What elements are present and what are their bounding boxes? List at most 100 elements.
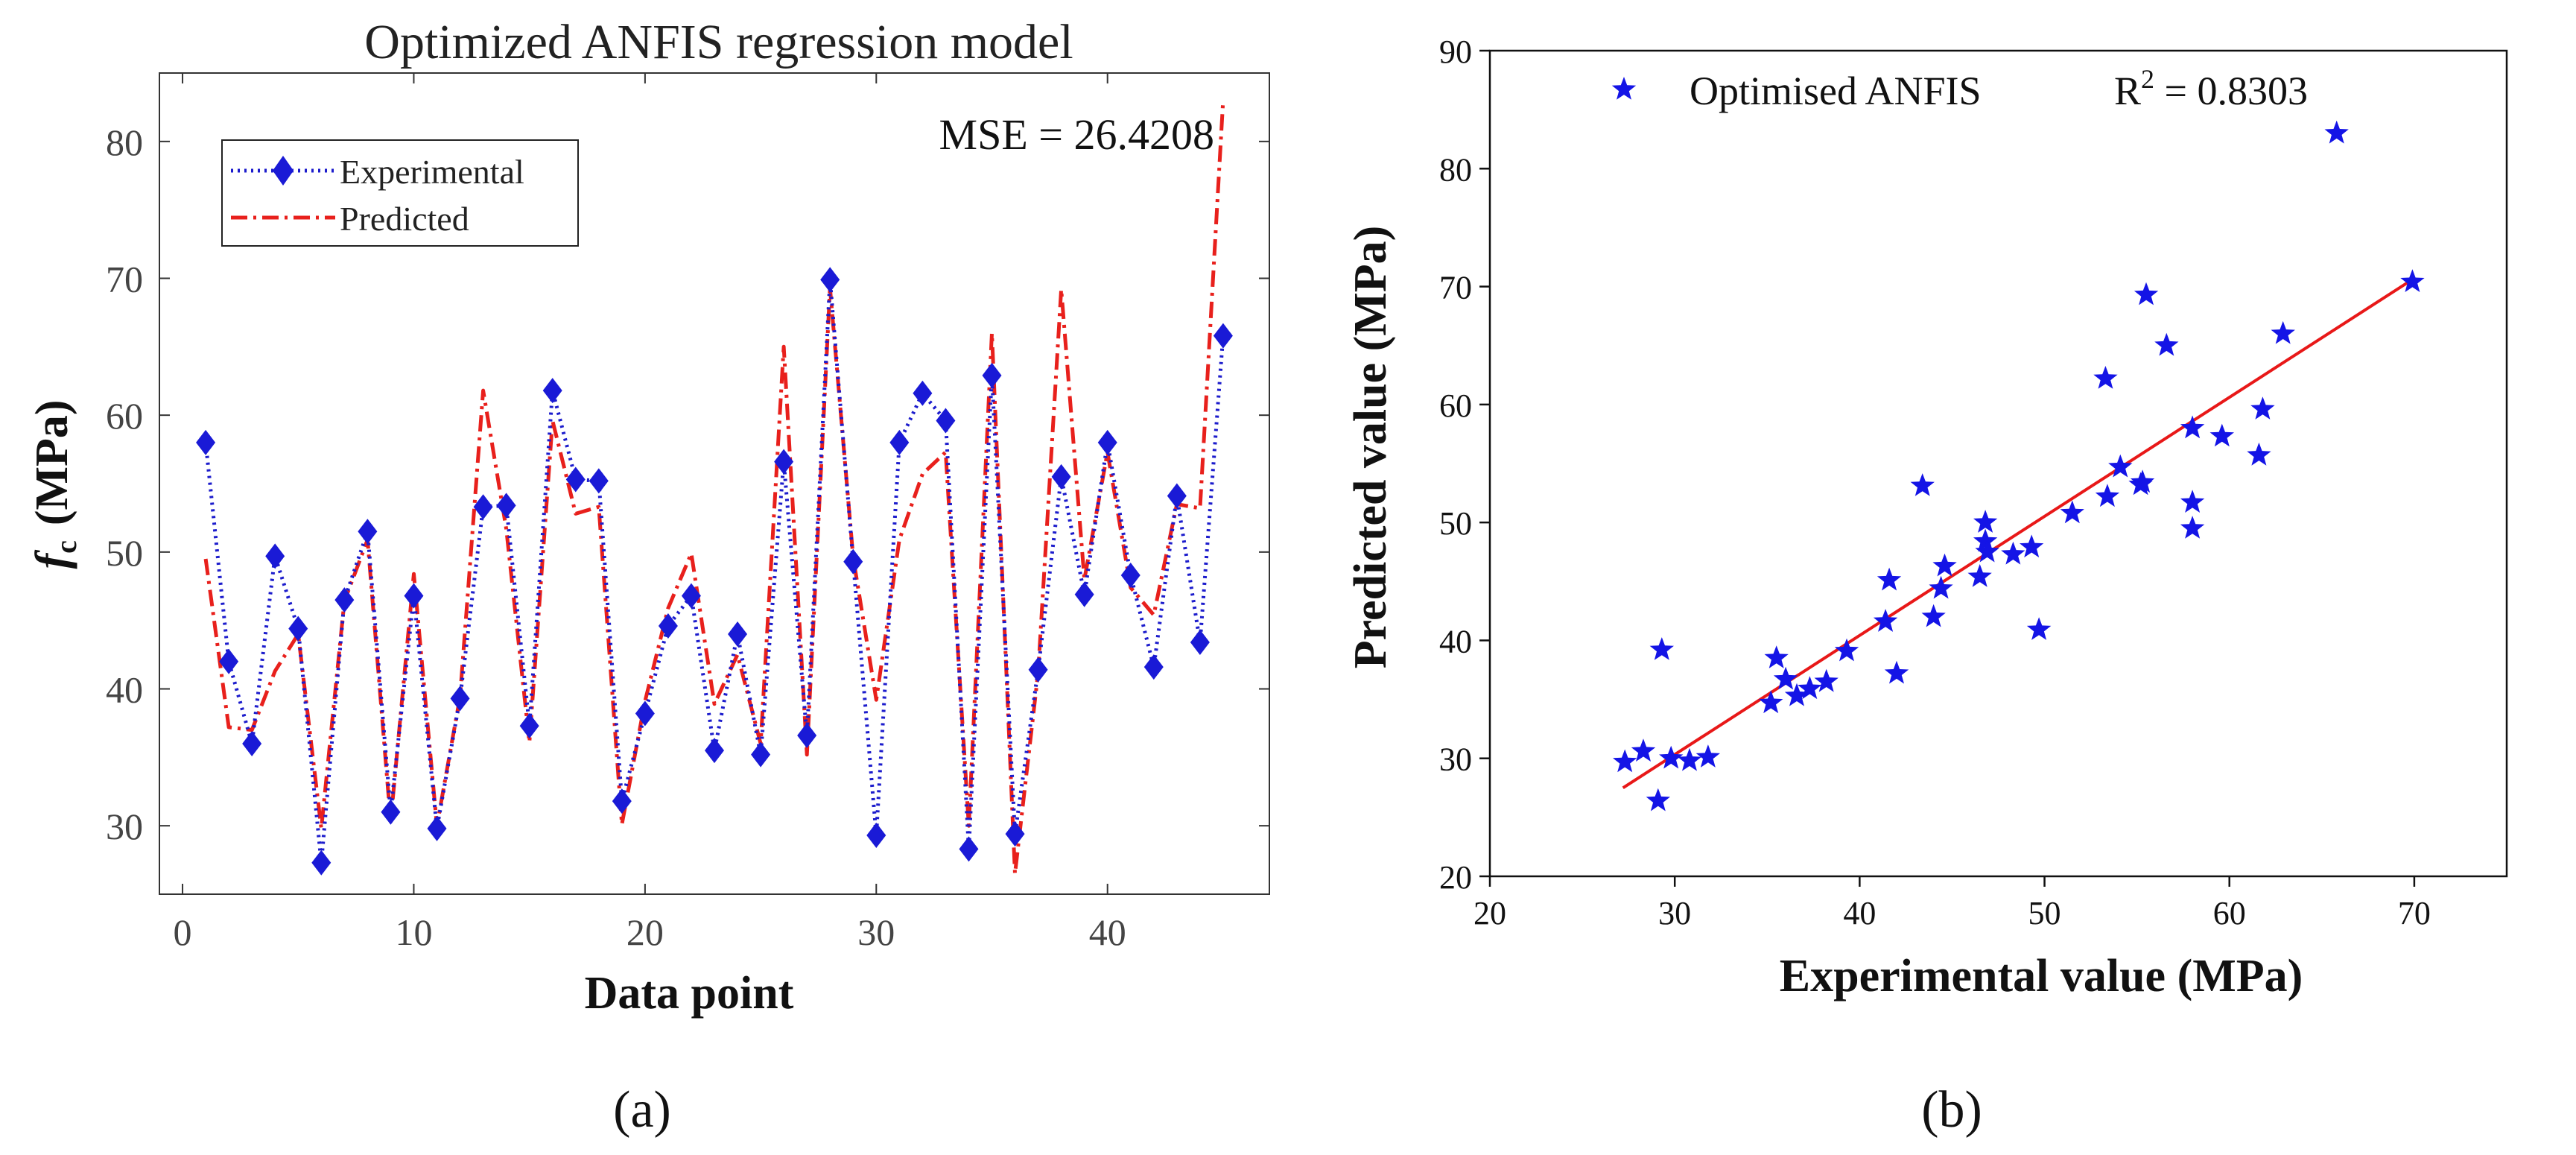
scatter-point — [1649, 637, 1674, 660]
x-axis-label-b: Experimental value (MPa) — [1780, 951, 2303, 1001]
experimental-point — [1143, 654, 1164, 680]
experimental-point — [866, 823, 886, 849]
y-tick-label-b: 80 — [1439, 151, 1472, 188]
scatter-point — [1631, 738, 1656, 762]
scatter-point — [2180, 415, 2205, 439]
y-tick-label-b: 70 — [1439, 270, 1472, 306]
experimental-point — [404, 583, 424, 609]
scatter-point — [1764, 645, 1789, 668]
scatter-point — [2271, 320, 2295, 344]
scatter-point — [1759, 690, 1783, 714]
experimental-point — [820, 267, 840, 293]
r2-annotation: R2 = 0.8303 — [2114, 64, 2308, 113]
experimental-point — [1167, 483, 1187, 509]
scatter-point — [1814, 668, 1839, 692]
scatter-point — [2209, 423, 2234, 447]
experimental-point — [913, 380, 933, 406]
x-tick-label-b: 40 — [1843, 895, 1876, 931]
plot-area-b — [1488, 49, 2508, 878]
experimental-point — [982, 362, 1002, 388]
x-tick-label-a: 0 — [174, 911, 192, 953]
chart-title-a: Optimized ANFIS regression model — [364, 15, 1073, 69]
x-tick-label-a: 30 — [857, 911, 895, 953]
experimental-point — [242, 730, 262, 756]
scatter-point — [2154, 332, 2179, 356]
scatter-point — [1646, 788, 1670, 811]
experimental-point — [959, 836, 979, 862]
scatter-point — [2324, 120, 2349, 144]
scatter-point — [1975, 539, 1999, 563]
predicted-line — [203, 100, 1225, 876]
experimental-point — [635, 700, 655, 727]
y-tick-label-b: 50 — [1439, 505, 1472, 542]
scatter-point — [2130, 469, 2155, 493]
legend-a-experimental-marker — [273, 156, 294, 186]
experimental-point — [658, 613, 678, 639]
scatter-point — [1877, 567, 1902, 591]
x-axis-label-a: Data point — [585, 968, 794, 1019]
experimental-point — [450, 686, 470, 712]
experimental-point — [1213, 323, 1233, 349]
scatter-point — [2180, 516, 2205, 539]
experimental-point — [589, 468, 609, 494]
scatter-point — [1677, 747, 1702, 771]
experimental-point — [196, 429, 216, 455]
experimental-point — [1190, 630, 1210, 656]
x-tick-label-b: 60 — [2213, 895, 2246, 931]
scatter-point — [1695, 744, 1720, 768]
y-tick-label-b: 90 — [1439, 34, 1472, 70]
y-tick-label-a: 70 — [106, 259, 143, 300]
x-ticks-b: 20 30 40 50 60 70 — [1473, 876, 2431, 931]
x-tick-label-b: 20 — [1473, 895, 1506, 931]
experimental-point — [1074, 581, 1094, 607]
scatter-point — [1973, 510, 1998, 533]
experimental-point — [843, 548, 863, 575]
y-tick-label-a: 80 — [106, 121, 143, 163]
r2-value: = 0.8303 — [2154, 69, 2308, 113]
y-tick-label-a: 40 — [106, 669, 143, 711]
scatter-point — [2134, 282, 2159, 306]
r2-symbol: R — [2114, 69, 2141, 113]
x-tick-label-b: 30 — [1658, 895, 1691, 931]
series-experimental — [196, 267, 1233, 876]
scatter-point — [2108, 454, 2133, 478]
scatter-point — [1834, 638, 1859, 662]
panel-a: 30 40 50 60 70 80 0 10 20 30 40 Optimized ANFIS r… — [27, 15, 1270, 1139]
experimental-point — [381, 799, 401, 825]
experimental-point — [311, 849, 331, 876]
mse-annotation: MSE = 26.4208 — [939, 110, 1214, 159]
experimental-point — [542, 378, 562, 404]
y-axis-label-b: Predicted value (MPa) — [1345, 226, 1396, 669]
experimental-point — [473, 494, 493, 520]
y-tick-label-a: 60 — [106, 395, 143, 437]
scatter-points — [1613, 120, 2425, 811]
scatter-point — [2180, 490, 2205, 513]
experimental-point — [1005, 821, 1025, 847]
experimental-point — [1120, 563, 1141, 589]
scatter-point — [1659, 745, 1684, 769]
experimental-line — [203, 279, 1225, 864]
y-axis-label-a-unit: (MPa) — [27, 399, 77, 525]
scatter-point — [1873, 609, 1898, 632]
legend-b-label: Optimised ANFIS — [1690, 69, 1982, 113]
caption-a: (a) — [613, 1081, 671, 1139]
x-tick-label-b: 70 — [2398, 895, 2431, 931]
y-axis-label-a: fc(MPa) — [27, 399, 83, 569]
experimental-point — [358, 519, 378, 545]
scatter-point — [2026, 617, 2052, 640]
x-gridticks-a: 0 10 20 30 40 — [174, 73, 1126, 953]
scatter-point — [2095, 484, 2120, 507]
experimental-point — [1051, 463, 1071, 490]
x-tick-label-a: 40 — [1089, 911, 1126, 953]
experimental-point — [774, 449, 794, 475]
experimental-point — [705, 738, 724, 764]
experimental-point — [728, 621, 748, 648]
x-tick-label-a: 10 — [395, 911, 432, 953]
experimental-point — [751, 741, 771, 768]
y-tick-label-a: 30 — [106, 806, 143, 847]
scatter-point — [2060, 500, 2084, 524]
scatter-point — [1973, 528, 1998, 552]
experimental-point — [334, 587, 355, 613]
scatter-point — [2020, 534, 2044, 558]
